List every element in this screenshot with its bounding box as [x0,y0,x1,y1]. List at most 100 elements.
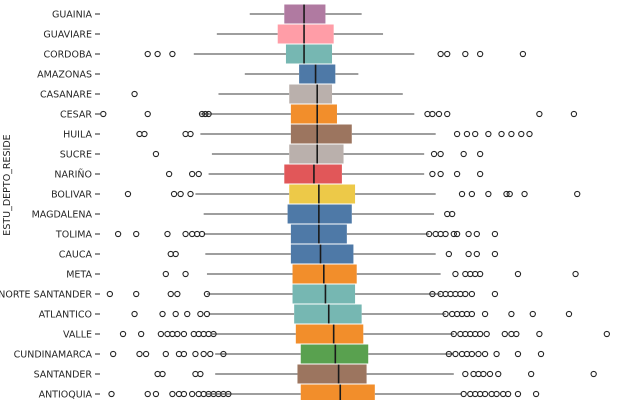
y-tick-label: ATLANTICO [39,309,92,320]
outlier-point [197,370,204,378]
outlier-point [203,310,211,318]
outlier-point [202,110,209,118]
box [289,144,344,164]
y-tick-label: NARIÑO [54,169,92,180]
outlier-point [131,310,138,318]
outlier-point [481,310,489,318]
outlier-point [442,230,449,238]
outlier-point [476,270,484,278]
outlier-point [468,290,476,298]
outlier-point [167,290,174,298]
outlier-point [152,150,160,158]
y-tick-label: CORDOBA [43,49,92,60]
boxplot-groups: GUAINIA GUAVIARE CORDOBA AMAZONAS CASANARE CE… [0,4,610,400]
box [290,124,352,144]
outlier-point [207,350,214,358]
outlier-point [444,50,451,58]
box-group: SANTANDER [34,364,597,384]
outlier-point [198,110,206,118]
outlier-point [170,190,178,198]
outlier-point [472,130,479,138]
outlier-point [468,310,476,318]
outlier-point [152,390,160,398]
outlier-point [142,350,150,358]
outlier-point [485,130,492,138]
outlier-point [429,170,436,178]
box [284,164,342,184]
y-tick-label: ANTIOQUIA [39,389,93,400]
outlier-point [521,190,528,198]
outlier-point [480,370,487,378]
y-tick-label: GUAVIARE [43,29,92,40]
box [295,324,364,344]
box [290,104,337,124]
outlier-point [475,350,482,358]
y-axis-title: ESTU_DEPTO_RESIDE [2,134,13,235]
box [289,84,333,104]
outlier-point [200,350,207,358]
outlier-point [203,290,211,298]
outlier-point [603,330,610,338]
y-tick-label: CUNDINAMARCA [14,349,93,360]
outlier-point [197,310,204,318]
outlier-point [532,390,540,398]
outlier-point [195,170,202,178]
outlier-point [508,130,515,138]
outlier-point [536,330,543,338]
outlier-point [205,110,212,118]
y-tick-label: AMAZONAS [37,69,92,80]
outlier-point [435,110,443,118]
outlier-point [529,310,536,318]
outlier-point [182,270,189,278]
outlier-point [437,150,444,158]
y-tick-label: SUCRE [60,149,92,160]
outlier-point [519,50,527,58]
box [300,384,375,400]
outlier-point [460,150,467,158]
box-group: ATLANTICO [39,304,573,324]
outlier-point [180,330,188,338]
y-tick-label: TOLIMA [55,229,93,240]
box-group: SUCRE [60,144,484,164]
box-group: TOLIMA [55,224,499,244]
outlier-point [225,390,232,398]
outlier-point [445,250,453,258]
y-tick-label: CASANARE [40,89,92,100]
outlier-point [537,350,545,358]
y-tick-label: META [66,269,92,280]
outlier-point [565,310,573,318]
outlier-point [180,390,188,398]
outlier-point [462,290,469,298]
outlier-point [182,230,189,238]
outlier-point [463,130,471,138]
box-group: CORDOBA [43,44,527,64]
box-group: BOLIVAR [51,184,581,204]
outlier-point [210,330,217,338]
outlier-point [465,250,472,258]
outlier-point [174,330,181,338]
outlier-point [100,110,107,118]
outlier-point [536,110,543,118]
outlier-point [162,350,169,358]
box-group: GUAINIA [52,4,362,24]
box-group: VALLE [63,324,610,344]
outlier-point [437,50,444,58]
outlier-point [189,170,196,178]
outlier-point [503,190,510,198]
outlier-point [506,190,513,198]
box [285,44,333,64]
box-group: CASANARE [40,84,403,104]
box-group: AMAZONAS [37,64,359,84]
outlier-point [177,190,184,198]
outlier-point [159,370,166,378]
outlier-point [430,150,438,158]
y-tick-label: MAGDALENA [32,209,93,220]
outlier-point [491,250,499,258]
outlier-point [450,230,457,238]
outlier-point [527,370,535,378]
y-tick-label: HUILA [63,129,92,140]
box-group: GUAVIARE [43,24,384,44]
outlier-point [169,50,176,58]
outlier-point [442,310,449,318]
outlier-point [429,290,436,298]
